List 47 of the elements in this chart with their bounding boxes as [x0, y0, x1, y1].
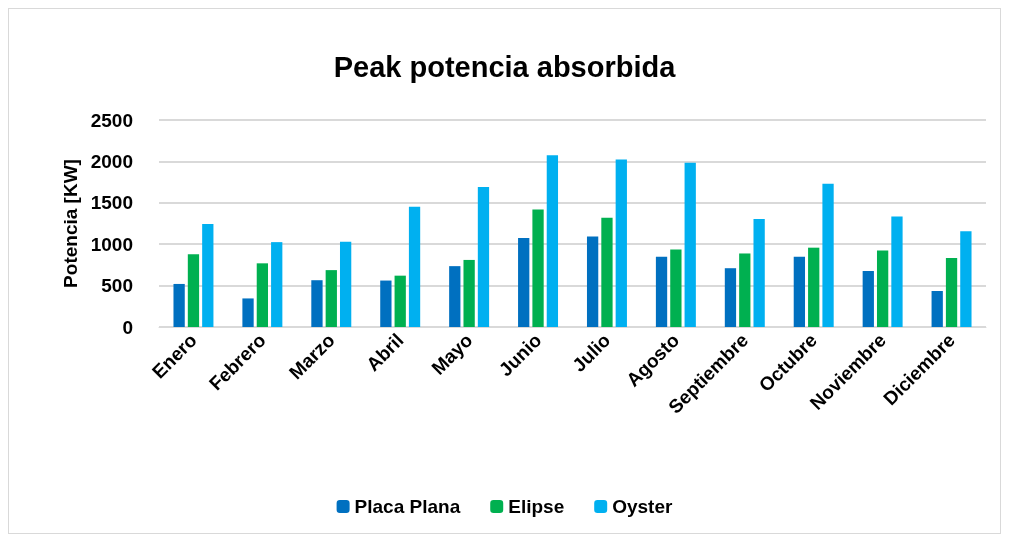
- bar: [753, 219, 765, 327]
- bar: [862, 271, 874, 327]
- bar: [463, 259, 475, 327]
- bar: [394, 275, 406, 327]
- y-tick-label: 2500: [90, 109, 133, 131]
- bar: [449, 266, 461, 327]
- legend-label: Placa Plana: [354, 496, 461, 517]
- y-tick-label: 1000: [90, 233, 133, 255]
- bar: [380, 280, 392, 327]
- bar: [960, 231, 972, 327]
- bar: [945, 258, 958, 327]
- y-tick-label: 2000: [90, 150, 133, 172]
- bar: [339, 241, 352, 327]
- bar: [876, 250, 889, 327]
- y-axis-title: Potencia [KW]: [59, 159, 81, 288]
- bar: [242, 298, 254, 327]
- bar: [187, 254, 200, 327]
- bar: [670, 249, 682, 327]
- bar: [822, 183, 834, 327]
- legend-label: Elipse: [508, 496, 565, 517]
- bar: [202, 223, 214, 327]
- bar: [793, 256, 806, 327]
- bar: [518, 238, 530, 327]
- bar: [271, 242, 283, 327]
- y-tick-label: 500: [101, 275, 133, 297]
- bar: [408, 206, 421, 327]
- bar: [477, 187, 490, 327]
- y-tick-label: 1500: [90, 192, 133, 214]
- bar: [724, 268, 737, 327]
- bar: [891, 216, 903, 327]
- bar: [586, 236, 599, 327]
- bar: [546, 155, 559, 327]
- bar: [325, 270, 337, 327]
- bar: [256, 263, 269, 327]
- bar: [931, 290, 943, 327]
- bar: [739, 253, 751, 327]
- y-tick-label: 0: [122, 316, 133, 338]
- bar: [311, 280, 323, 327]
- bar: [808, 247, 820, 327]
- bar: [655, 256, 668, 327]
- bar: [173, 283, 185, 327]
- chart-title: Peak potencia absorbida: [333, 50, 677, 83]
- bar: [601, 217, 613, 327]
- bar: [615, 159, 627, 327]
- legend-label: Oyster: [612, 496, 673, 517]
- bar: [684, 162, 696, 327]
- bar: [532, 209, 544, 327]
